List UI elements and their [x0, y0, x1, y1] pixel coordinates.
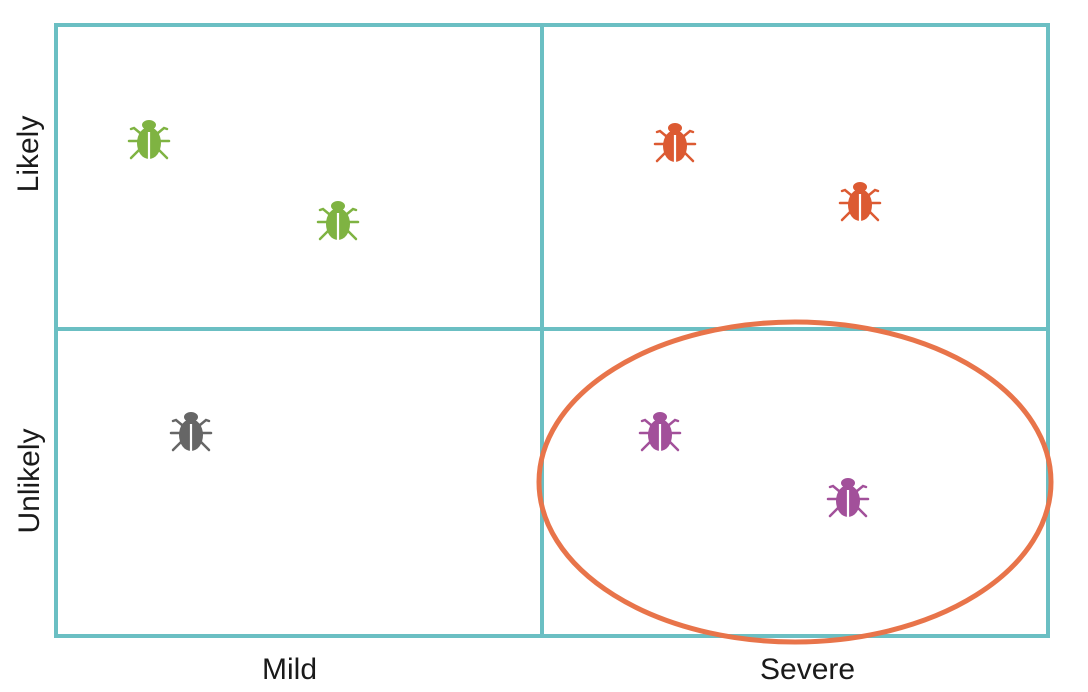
bugs-layer [127, 118, 882, 519]
bug-icon [169, 410, 213, 453]
bug-icon [826, 476, 870, 519]
bug-icon [838, 180, 882, 223]
grid-lines [54, 23, 1050, 638]
bug-icon [316, 199, 360, 242]
x-axis-label-mild: Mild [262, 653, 318, 686]
highlight-ellipse [536, 319, 1054, 645]
bug-icon [127, 118, 171, 161]
y-axis-label-unlikely: Unlikely [13, 428, 46, 534]
bug-icon [638, 410, 682, 453]
x-axis-label-severe: Severe [760, 653, 856, 686]
y-axis-label-likely: Likely [12, 115, 45, 193]
bug-icon [653, 121, 697, 164]
